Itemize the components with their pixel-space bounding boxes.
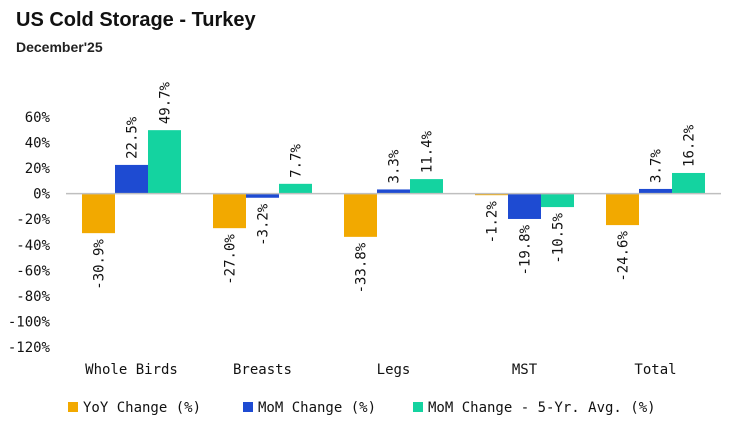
bar — [115, 164, 148, 194]
legend-label: MoM Change (%) — [258, 400, 376, 416]
bar — [410, 179, 443, 194]
y-tick-label: 40% — [25, 136, 51, 152]
data-label: -24.6% — [616, 231, 632, 282]
x-category-label: MST — [512, 362, 538, 378]
data-label: 7.7% — [289, 144, 305, 178]
data-label: 16.2% — [682, 124, 698, 167]
data-label: 11.4% — [420, 130, 436, 173]
bar — [475, 193, 508, 196]
data-label: 49.7% — [158, 81, 174, 124]
bar — [606, 193, 639, 226]
data-label: -30.9% — [92, 239, 108, 290]
bar — [377, 189, 410, 194]
data-label: -10.5% — [551, 213, 567, 264]
y-tick-label: -100% — [8, 314, 51, 330]
data-label: 3.7% — [649, 149, 665, 183]
data-label: -3.2% — [256, 203, 272, 246]
x-category-label: Breasts — [233, 362, 292, 378]
data-label: 3.3% — [387, 149, 403, 183]
bar — [344, 193, 377, 237]
bar — [672, 172, 705, 194]
y-tick-label: -20% — [16, 212, 50, 228]
bar — [639, 188, 672, 194]
data-label: -33.8% — [354, 242, 370, 293]
bar — [213, 193, 246, 229]
y-tick-label: 60% — [25, 110, 51, 126]
y-tick-label: -120% — [8, 340, 51, 356]
legend-swatch — [68, 402, 78, 412]
y-tick-label: -60% — [16, 263, 50, 279]
legend-swatch — [413, 402, 423, 412]
x-category-label: Whole Birds — [85, 362, 178, 378]
bar — [82, 193, 115, 234]
y-tick-label: -40% — [16, 238, 50, 254]
bar — [148, 130, 181, 194]
chart-title: US Cold Storage - Turkey — [16, 9, 256, 31]
bar — [246, 193, 279, 198]
data-label: 22.5% — [125, 116, 141, 159]
data-label: -27.0% — [223, 234, 239, 285]
x-category-label: Total — [634, 362, 676, 378]
y-tick-label: 20% — [25, 161, 51, 177]
y-tick-label: -80% — [16, 289, 50, 305]
chart-subtitle: December'25 — [16, 39, 103, 55]
y-tick-label: 0% — [33, 187, 50, 203]
legend-label: MoM Change - 5-Yr. Avg. (%) — [428, 400, 656, 416]
legend-label: YoY Change (%) — [83, 400, 201, 416]
x-category-label: Legs — [377, 362, 411, 378]
data-label: -1.2% — [485, 201, 501, 244]
bar — [541, 193, 574, 208]
data-label: -19.8% — [518, 224, 534, 275]
legend-swatch — [243, 402, 253, 412]
bar — [508, 193, 541, 219]
bar — [279, 183, 312, 194]
